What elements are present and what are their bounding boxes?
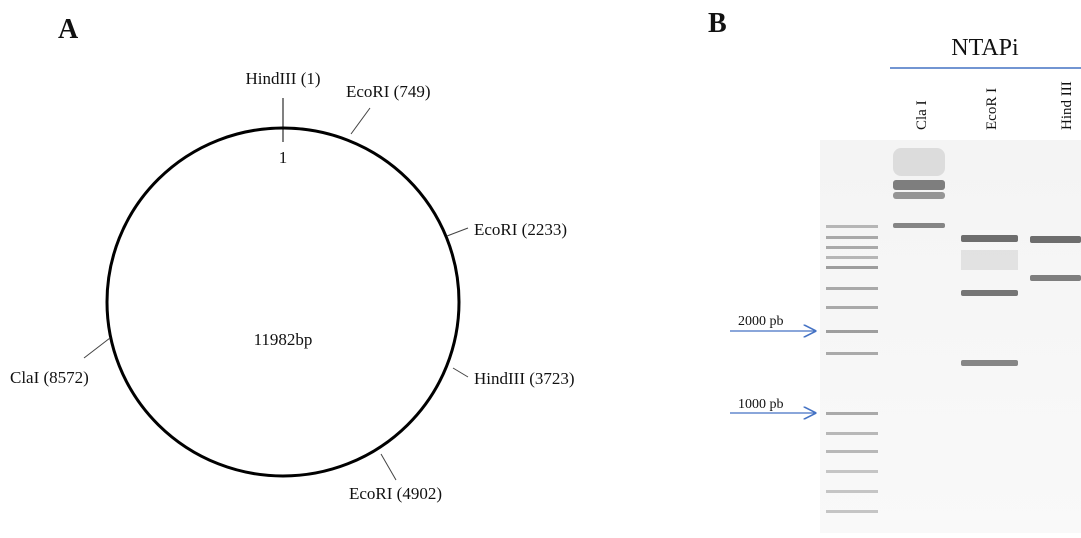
gel <box>820 140 1081 533</box>
group-label: NTAPi <box>951 35 1019 61</box>
plasmid-circle <box>107 128 459 476</box>
site-line <box>453 368 468 377</box>
site-line <box>84 338 110 358</box>
site-label: ClaI (8572) <box>10 368 89 387</box>
gel-background <box>820 140 1081 533</box>
site-line <box>381 454 396 480</box>
lane-label: Cla I <box>914 100 930 130</box>
panel-label: A <box>58 14 79 45</box>
origin-label: 1 <box>279 148 288 167</box>
site-label: EcoRI (2233) <box>474 220 567 239</box>
size-marker-label: 1000 pb <box>738 397 784 412</box>
panel-label: B <box>708 8 727 39</box>
site-label: HindIII (1) <box>245 69 320 88</box>
lane-label: Hind III <box>1059 81 1075 130</box>
site-label: EcoRI (749) <box>346 82 431 101</box>
site-label: EcoRI (4902) <box>349 484 442 503</box>
size-marker-label: 2000 pb <box>738 314 784 329</box>
site-line <box>447 228 468 236</box>
lane-label: EcoR I <box>984 88 1000 130</box>
site-line <box>351 108 370 134</box>
site-label: HindIII (3723) <box>474 369 575 388</box>
plasmid-size: 11982bp <box>254 330 313 349</box>
figure: A 11982bp 1 HindIII (1) EcoRI (749) EcoR… <box>0 0 1081 533</box>
